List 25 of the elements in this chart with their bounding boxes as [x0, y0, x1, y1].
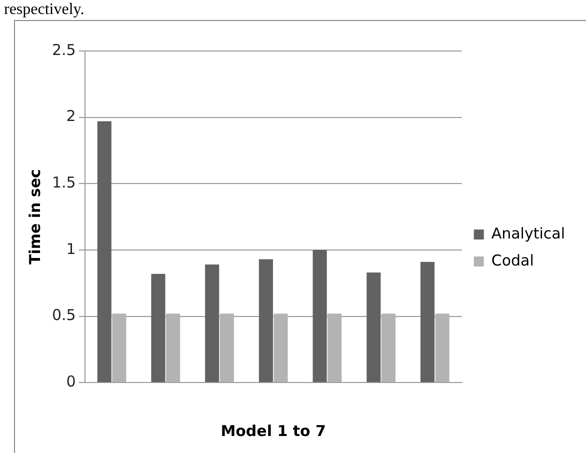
bar [166, 314, 180, 382]
y-tick-label: 2.5 [52, 40, 76, 59]
bar [328, 314, 342, 382]
bar [112, 314, 126, 382]
bar [258, 259, 273, 382]
bar [274, 314, 288, 382]
y-tick-label: 1 [66, 240, 76, 258]
legend-label: Codal [491, 251, 534, 270]
bar [366, 272, 381, 382]
legend-label: Analytical [491, 224, 566, 242]
bar [97, 121, 112, 382]
bar [435, 314, 450, 382]
bar [205, 264, 220, 382]
y-tick-label: 2 [66, 107, 76, 126]
y-tick-label: 0.5 [52, 306, 76, 324]
bar [220, 314, 234, 382]
text: respectively. [4, 1, 84, 19]
y-tick-label: 0 [66, 372, 76, 390]
x-axis-title: Model 1 to 7 [220, 422, 326, 440]
bar [151, 274, 166, 382]
y-axis-title: Time in sec [26, 169, 44, 265]
y-tick-label: 1.5 [52, 174, 76, 192]
bar [312, 250, 327, 382]
bar [420, 262, 435, 382]
bar [381, 314, 396, 382]
